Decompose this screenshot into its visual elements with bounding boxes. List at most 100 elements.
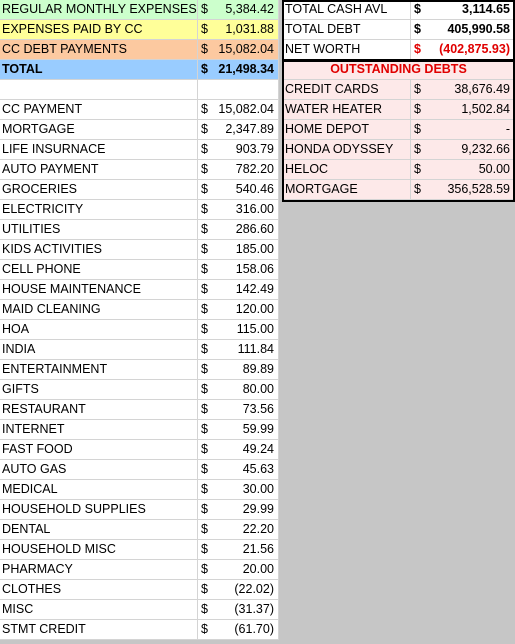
expense-value-6-dollar: $ xyxy=(201,222,208,236)
expense-value-0[interactable]: $15,082.04 xyxy=(198,100,279,120)
expense-value-15[interactable]: $73.56 xyxy=(198,400,279,420)
total-value-1[interactable]: $405,990.58 xyxy=(411,20,515,40)
expense-label-8[interactable]: CELL PHONE xyxy=(0,260,198,280)
summary-value-0[interactable]: $5,384.42 xyxy=(198,0,279,20)
expense-label-15[interactable]: RESTAURANT xyxy=(0,400,198,420)
total-value-0-dollar: $ xyxy=(414,2,421,16)
expense-label-13[interactable]: ENTERTAINMENT xyxy=(0,360,198,380)
debts-header[interactable]: OUTSTANDING DEBTS xyxy=(283,60,515,80)
expense-label-9[interactable]: HOUSE MAINTENANCE xyxy=(0,280,198,300)
expense-label-16[interactable]: INTERNET xyxy=(0,420,198,440)
expense-value-13[interactable]: $89.89 xyxy=(198,360,279,380)
expense-value-21[interactable]: $22.20 xyxy=(198,520,279,540)
expense-value-12-value: 111.84 xyxy=(237,342,274,356)
total-value-2[interactable]: $ (402,875.93) xyxy=(411,40,515,60)
expense-value-3-value: 782.20 xyxy=(235,162,274,176)
blank-row-label[interactable] xyxy=(0,80,198,100)
summary-label-0[interactable]: REGULAR MONTHLY EXPENSES xyxy=(0,0,198,20)
expense-value-22[interactable]: $21.56 xyxy=(198,540,279,560)
expense-label-12[interactable]: INDIA xyxy=(0,340,198,360)
debt-label-2[interactable]: HOME DEPOT xyxy=(283,120,411,140)
expense-label-19[interactable]: MEDICAL xyxy=(0,480,198,500)
expense-label-23[interactable]: PHARMACY xyxy=(0,560,198,580)
expense-value-14[interactable]: $80.00 xyxy=(198,380,279,400)
expense-value-9[interactable]: $142.49 xyxy=(198,280,279,300)
expense-label-18[interactable]: AUTO GAS xyxy=(0,460,198,480)
expense-value-11-value: 115.00 xyxy=(236,322,274,336)
expense-value-11[interactable]: $115.00 xyxy=(198,320,279,340)
summary-value-2[interactable]: $15,082.04 xyxy=(198,40,279,60)
debt-label-3[interactable]: HONDA ODYSSEY xyxy=(283,140,411,160)
expense-label-20[interactable]: HOUSEHOLD SUPPLIES xyxy=(0,500,198,520)
debt-label-4[interactable]: HELOC xyxy=(283,160,411,180)
summary-value-3[interactable]: $21,498.34 xyxy=(198,60,279,80)
expense-value-8[interactable]: $158.06 xyxy=(198,260,279,280)
expense-value-16-dollar: $ xyxy=(201,422,208,436)
expense-label-26[interactable]: STMT CREDIT xyxy=(0,620,198,640)
expense-value-25[interactable]: $ (31.37) xyxy=(198,600,279,620)
expense-value-20[interactable]: $29.99 xyxy=(198,500,279,520)
summary-label-2[interactable]: CC DEBT PAYMENTS xyxy=(0,40,198,60)
expense-value-6[interactable]: $286.60 xyxy=(198,220,279,240)
blank-row-value[interactable] xyxy=(198,80,279,100)
summary-label-3[interactable]: TOTAL xyxy=(0,60,198,80)
expense-value-10-dollar: $ xyxy=(201,302,208,316)
expense-value-19[interactable]: $30.00 xyxy=(198,480,279,500)
expense-value-16[interactable]: $59.99 xyxy=(198,420,279,440)
expense-label-4[interactable]: GROCERIES xyxy=(0,180,198,200)
expense-value-12-dollar: $ xyxy=(201,342,208,356)
total-label-1[interactable]: TOTAL DEBT xyxy=(283,20,411,40)
summary-value-2-dollar: $ xyxy=(201,42,208,56)
debt-value-4[interactable]: $50.00 xyxy=(411,160,515,180)
expense-value-4[interactable]: $540.46 xyxy=(198,180,279,200)
expense-value-2[interactable]: $903.79 xyxy=(198,140,279,160)
debt-value-1[interactable]: $1,502.84 xyxy=(411,100,515,120)
expense-label-2[interactable]: LIFE INSURNACE xyxy=(0,140,198,160)
expense-label-0[interactable]: CC PAYMENT xyxy=(0,100,198,120)
expense-value-10-value: 120.00 xyxy=(235,302,274,316)
debt-label-5[interactable]: MORTGAGE xyxy=(283,180,411,200)
debt-value-3[interactable]: $9,232.66 xyxy=(411,140,515,160)
debt-value-1-value: 1,502.84 xyxy=(461,102,510,116)
expense-label-7[interactable]: KIDS ACTIVITIES xyxy=(0,240,198,260)
expense-value-18[interactable]: $45.63 xyxy=(198,460,279,480)
total-label-0[interactable]: TOTAL CASH AVL xyxy=(283,0,411,20)
expense-value-5[interactable]: $316.00 xyxy=(198,200,279,220)
expense-value-7[interactable]: $185.00 xyxy=(198,240,279,260)
expense-value-25-dollar: $ xyxy=(201,602,208,616)
total-value-0[interactable]: $3,114.65 xyxy=(411,0,515,20)
debt-label-0[interactable]: CREDIT CARDS xyxy=(283,80,411,100)
expense-label-22[interactable]: HOUSEHOLD MISC xyxy=(0,540,198,560)
total-label-2[interactable]: NET WORTH xyxy=(283,40,411,60)
expense-value-10[interactable]: $120.00 xyxy=(198,300,279,320)
debt-value-2[interactable]: $ - xyxy=(411,120,515,140)
debt-value-2-dollar: $ xyxy=(414,122,421,136)
expense-label-10[interactable]: MAID CLEANING xyxy=(0,300,198,320)
expense-label-3[interactable]: AUTO PAYMENT xyxy=(0,160,198,180)
expense-label-14[interactable]: GIFTS xyxy=(0,380,198,400)
expense-label-24[interactable]: CLOTHES xyxy=(0,580,198,600)
expense-label-11[interactable]: HOA xyxy=(0,320,198,340)
expense-value-20-value: 29.99 xyxy=(242,502,274,516)
expense-label-1[interactable]: MORTGAGE xyxy=(0,120,198,140)
expense-label-6[interactable]: UTILITIES xyxy=(0,220,198,240)
expense-value-3[interactable]: $782.20 xyxy=(198,160,279,180)
expense-value-23[interactable]: $20.00 xyxy=(198,560,279,580)
expense-value-12[interactable]: $111.84 xyxy=(198,340,279,360)
expense-value-26[interactable]: $ (61.70) xyxy=(198,620,279,640)
expense-label-25[interactable]: MISC xyxy=(0,600,198,620)
debt-value-0[interactable]: $38,676.49 xyxy=(411,80,515,100)
summary-label-1[interactable]: EXPENSES PAID BY CC xyxy=(0,20,198,40)
debt-value-5[interactable]: $356,528.59 xyxy=(411,180,515,200)
expense-label-21[interactable]: DENTAL xyxy=(0,520,198,540)
expense-value-17[interactable]: $49.24 xyxy=(198,440,279,460)
summary-value-1[interactable]: $1,031.88 xyxy=(198,20,279,40)
debt-label-1[interactable]: WATER HEATER xyxy=(283,100,411,120)
expense-value-19-dollar: $ xyxy=(201,482,208,496)
expense-value-17-value: 49.24 xyxy=(242,442,274,456)
expense-label-17[interactable]: FAST FOOD xyxy=(0,440,198,460)
expense-value-24[interactable]: $ (22.02) xyxy=(198,580,279,600)
expense-label-5[interactable]: ELECTRICITY xyxy=(0,200,198,220)
expense-value-14-value: 80.00 xyxy=(242,382,274,396)
expense-value-1[interactable]: $2,347.89 xyxy=(198,120,279,140)
